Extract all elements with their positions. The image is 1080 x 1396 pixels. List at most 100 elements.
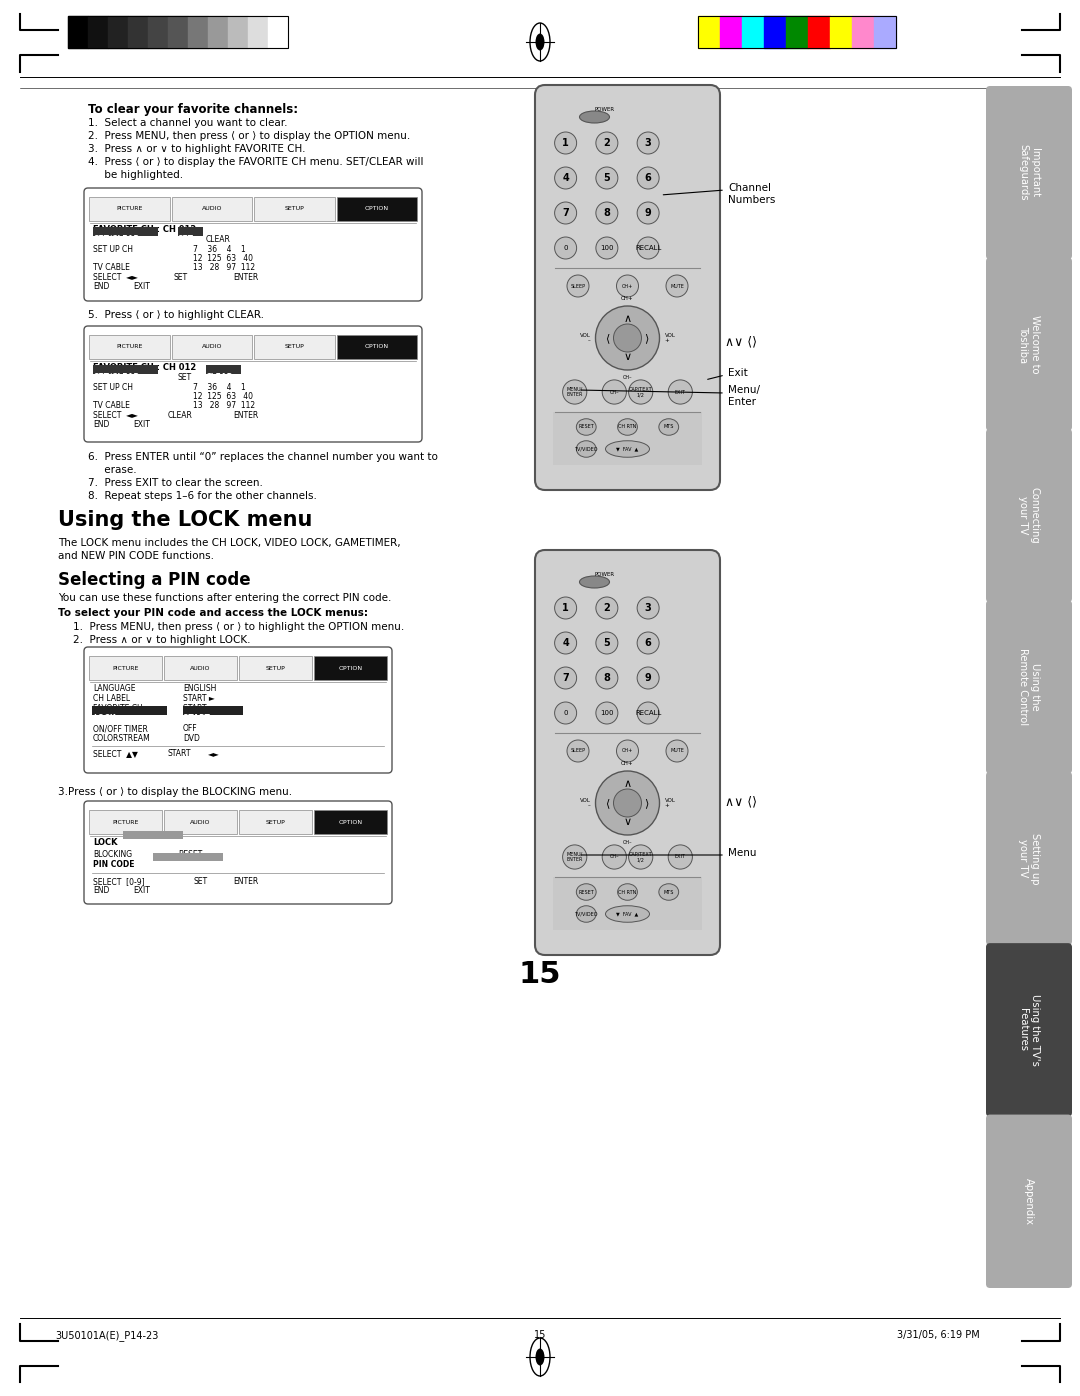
- Text: SET: SET: [193, 877, 207, 886]
- Ellipse shape: [577, 906, 596, 923]
- Ellipse shape: [555, 237, 577, 260]
- Text: DVD: DVD: [183, 734, 200, 743]
- FancyBboxPatch shape: [986, 772, 1072, 945]
- Text: MENU/
ENTER: MENU/ ENTER: [567, 852, 583, 863]
- Text: The LOCK menu includes the CH LOCK, VIDEO LOCK, GAMETIMER,: The LOCK menu includes the CH LOCK, VIDE…: [58, 537, 401, 549]
- Text: SET/CLEAR: SET/CLEAR: [93, 235, 139, 244]
- Text: 2: 2: [604, 603, 610, 613]
- Ellipse shape: [618, 884, 637, 900]
- Text: ∧: ∧: [623, 779, 632, 789]
- Ellipse shape: [555, 133, 577, 154]
- Ellipse shape: [603, 845, 626, 870]
- Text: 12  125  63   40: 12 125 63 40: [193, 254, 253, 262]
- Text: AUDIO: AUDIO: [202, 207, 222, 212]
- Text: 3.Press ⟨ or ⟩ to display the BLOCKING menu.: 3.Press ⟨ or ⟩ to display the BLOCKING m…: [58, 787, 292, 797]
- Text: 6: 6: [645, 173, 651, 183]
- Text: 3: 3: [645, 603, 651, 613]
- Text: ⟨: ⟨: [606, 799, 610, 808]
- Bar: [698, 15, 896, 47]
- Text: Selecting a PIN code: Selecting a PIN code: [58, 571, 251, 589]
- Text: END: END: [93, 420, 109, 429]
- Text: SELECT  [0-9]: SELECT [0-9]: [93, 877, 145, 886]
- Text: 6.  Press ENTER until “0” replaces the channel number you want to: 6. Press ENTER until “0” replaces the ch…: [87, 452, 437, 462]
- Ellipse shape: [555, 702, 577, 725]
- Text: START ►: START ►: [183, 694, 215, 704]
- Bar: [148, 15, 168, 47]
- Text: ◄►: ◄►: [208, 750, 219, 758]
- Ellipse shape: [606, 906, 649, 923]
- FancyBboxPatch shape: [535, 85, 720, 490]
- Text: 7: 7: [563, 673, 569, 683]
- Text: Menu/
Enter: Menu/ Enter: [728, 385, 760, 406]
- Text: 3.  Press ∧ or ∨ to highlight FAVORITE CH.: 3. Press ∧ or ∨ to highlight FAVORITE CH…: [87, 144, 306, 154]
- Text: 6: 6: [645, 638, 651, 648]
- Text: ∧∨ ⟨⟩: ∧∨ ⟨⟩: [725, 335, 757, 348]
- Text: TV/VIDEO: TV/VIDEO: [575, 912, 598, 917]
- Bar: [188, 15, 208, 47]
- Bar: [206, 364, 241, 374]
- Text: ∨: ∨: [623, 352, 632, 362]
- Ellipse shape: [563, 380, 586, 403]
- Bar: [248, 15, 268, 47]
- Ellipse shape: [637, 133, 659, 154]
- Ellipse shape: [596, 597, 618, 618]
- Text: 15: 15: [534, 1330, 546, 1340]
- Text: SET UP CH: SET UP CH: [93, 383, 133, 392]
- Text: FAVORITE CH: FAVORITE CH: [93, 704, 143, 713]
- Text: CH–: CH–: [623, 840, 632, 845]
- Ellipse shape: [659, 419, 678, 436]
- Text: SETUP: SETUP: [284, 207, 305, 212]
- Text: 9: 9: [645, 208, 651, 218]
- FancyBboxPatch shape: [986, 1114, 1072, 1289]
- FancyBboxPatch shape: [84, 327, 422, 443]
- Text: 13   28   97  112: 13 28 97 112: [193, 262, 255, 272]
- Text: 13   28   97  112: 13 28 97 112: [193, 401, 255, 410]
- Text: 15: 15: [518, 960, 562, 988]
- Ellipse shape: [563, 845, 586, 870]
- Bar: [89, 335, 170, 359]
- Text: 2: 2: [604, 138, 610, 148]
- Text: 7    36    4    1: 7 36 4 1: [193, 383, 246, 392]
- Ellipse shape: [617, 740, 638, 762]
- Text: 3: 3: [645, 138, 651, 148]
- Bar: [164, 656, 237, 680]
- Text: 0: 0: [564, 246, 568, 251]
- Ellipse shape: [596, 237, 618, 260]
- Bar: [228, 15, 248, 47]
- Text: VOL
+: VOL +: [664, 797, 675, 808]
- Text: Using the LOCK menu: Using the LOCK menu: [58, 510, 312, 530]
- Text: ▼  FAV  ▲: ▼ FAV ▲: [617, 447, 638, 451]
- Text: CH RTN: CH RTN: [619, 889, 637, 895]
- Ellipse shape: [637, 702, 659, 725]
- Text: OPTION: OPTION: [338, 666, 363, 670]
- Bar: [93, 364, 158, 374]
- Ellipse shape: [596, 702, 618, 725]
- Text: CAP/TEXT
1/2: CAP/TEXT 1/2: [629, 852, 652, 863]
- Ellipse shape: [637, 168, 659, 188]
- Text: PICTURE: PICTURE: [112, 819, 138, 825]
- Text: MTS: MTS: [663, 889, 674, 895]
- Text: To select your PIN code and access the LOCK menus:: To select your PIN code and access the L…: [58, 609, 368, 618]
- Text: 5: 5: [604, 638, 610, 648]
- Text: erase.: erase.: [87, 465, 137, 475]
- Ellipse shape: [637, 597, 659, 618]
- Bar: [831, 15, 852, 47]
- Text: PICTURE: PICTURE: [116, 207, 143, 212]
- Bar: [68, 15, 288, 47]
- FancyBboxPatch shape: [986, 944, 1072, 1117]
- Text: CH LABEL: CH LABEL: [93, 694, 130, 704]
- Text: CH+: CH+: [622, 748, 633, 754]
- Text: START ►: START ►: [183, 704, 215, 713]
- Text: ⟨: ⟨: [606, 334, 610, 343]
- Ellipse shape: [637, 667, 659, 690]
- Text: 1.  Select a channel you want to clear.: 1. Select a channel you want to clear.: [87, 119, 287, 128]
- Text: MENU/
ENTER: MENU/ ENTER: [567, 387, 583, 398]
- Ellipse shape: [580, 112, 609, 123]
- Text: 3U50101A(E)_P14-23: 3U50101A(E)_P14-23: [55, 1330, 159, 1342]
- Ellipse shape: [669, 380, 692, 403]
- Ellipse shape: [606, 441, 649, 458]
- Bar: [168, 15, 188, 47]
- Bar: [89, 810, 162, 833]
- Text: ▼  FAV  ▲: ▼ FAV ▲: [617, 912, 638, 917]
- Text: START: START: [168, 750, 191, 758]
